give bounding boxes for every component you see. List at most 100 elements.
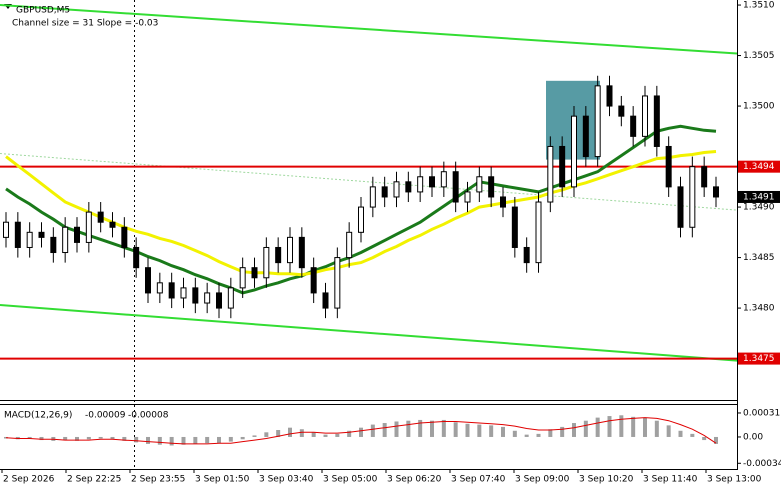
- macd-bar: [134, 436, 139, 443]
- macd-bar: [288, 427, 292, 437]
- macd-value: -0.00009: [85, 411, 126, 421]
- candle-body: [216, 292, 222, 309]
- macd-bar: [169, 436, 174, 446]
- candle-body: [310, 267, 317, 294]
- candle-body: [488, 176, 495, 198]
- candle-body: [523, 246, 530, 264]
- y-tick-label: 1.3510: [743, 1, 775, 11]
- macd-bar: [382, 423, 387, 437]
- macd-bar: [205, 436, 210, 444]
- candle-body: [559, 145, 566, 188]
- candle-body: [701, 166, 708, 188]
- candle-body: [204, 292, 211, 304]
- macd-bar: [276, 430, 281, 437]
- candle-body: [287, 236, 293, 264]
- candle-body: [535, 201, 542, 264]
- macd-bar: [607, 416, 612, 437]
- candle-body: [168, 282, 175, 299]
- macd-bar: [110, 436, 115, 440]
- macd-bar: [299, 429, 304, 437]
- candle-body: [476, 176, 483, 193]
- candle-body: [3, 221, 9, 238]
- candle-body: [50, 236, 57, 254]
- candle-body: [192, 287, 199, 304]
- macd-bar: [240, 436, 245, 440]
- candle-body: [429, 176, 435, 188]
- macd-bar: [654, 420, 659, 437]
- macd-bar: [453, 422, 458, 437]
- y-tick-label: 1.3505: [743, 51, 775, 61]
- macd-bar: [98, 436, 103, 439]
- x-tick-label: 3 Sep 06:20: [387, 475, 442, 485]
- x-tick-label: 3 Sep 07:40: [451, 475, 506, 485]
- x-tick-label: 3 Sep 10:20: [579, 475, 634, 485]
- candle-body: [689, 166, 696, 228]
- y-tick-label: 1.3485: [743, 253, 775, 263]
- candle-body: [26, 231, 33, 248]
- channel-line: [0, 153, 738, 211]
- candle-body: [358, 206, 364, 233]
- macd-bar: [465, 423, 470, 437]
- macd-bar: [595, 417, 600, 437]
- candle-body: [180, 287, 187, 299]
- macd-bar: [228, 436, 233, 442]
- candle-body: [133, 246, 140, 269]
- candle-body: [38, 231, 45, 238]
- macd-bar: [406, 420, 411, 437]
- macd-bar: [146, 436, 150, 444]
- x-tick-label: 3 Sep 11:40: [643, 475, 698, 485]
- macd-bar: [347, 430, 352, 437]
- macd-title: MACD(12,26,9): [4, 411, 72, 421]
- x-tick-label: 3 Sep 09:00: [515, 475, 570, 485]
- macd-bar: [619, 415, 624, 437]
- candle-body: [251, 267, 258, 279]
- macd-bar: [39, 436, 44, 441]
- candle-body: [630, 115, 637, 137]
- channel-line: [0, 304, 738, 362]
- x-tick-label: 2 Sep 2026: [3, 475, 55, 485]
- x-tick-label: 2 Sep 23:55: [131, 475, 185, 485]
- y-tick-label: 1.3500: [743, 102, 775, 112]
- macd-bar: [370, 424, 375, 437]
- level-label: 1.3475: [743, 354, 775, 364]
- macd-bar: [643, 417, 647, 437]
- candle-body: [582, 115, 589, 158]
- macd-y-tick-label: 0.00031: [743, 408, 780, 418]
- macd-bar: [501, 426, 505, 437]
- macd-bar: [714, 436, 718, 444]
- candle-body: [97, 211, 104, 223]
- candle-body: [440, 171, 447, 188]
- candle-body: [322, 292, 329, 309]
- macd-signal: [5, 417, 717, 445]
- candle-body: [369, 186, 376, 208]
- macd-bar: [477, 424, 482, 437]
- candle-body: [665, 145, 672, 188]
- macd-y-tick-label: -0.00034: [743, 459, 781, 469]
- level-label: 1.3494: [743, 162, 775, 172]
- macd-bar: [311, 432, 316, 437]
- macd-bar: [252, 435, 257, 437]
- candle-body: [334, 257, 341, 309]
- y-tick-label: 1.3490: [743, 203, 775, 213]
- candle-body: [594, 85, 601, 158]
- x-tick-label: 3 Sep 05:00: [323, 475, 378, 485]
- candle-body: [464, 191, 471, 203]
- macd-bar: [27, 436, 32, 439]
- candle-body: [381, 186, 388, 198]
- macd-bar: [512, 430, 517, 437]
- macd-bar: [323, 434, 328, 437]
- candle-body: [677, 186, 684, 228]
- candle-body: [298, 236, 305, 269]
- x-tick-label: 3 Sep 01:50: [195, 475, 250, 485]
- macd-bar: [359, 427, 363, 437]
- y-tick-label: 1.3480: [743, 304, 775, 314]
- macd-bar: [63, 436, 68, 441]
- macd-bar: [418, 419, 423, 437]
- macd-bar: [489, 425, 494, 437]
- macd-bar: [702, 436, 707, 441]
- candle-body: [145, 267, 151, 294]
- candle-body: [227, 287, 234, 309]
- candle-body: [511, 206, 518, 248]
